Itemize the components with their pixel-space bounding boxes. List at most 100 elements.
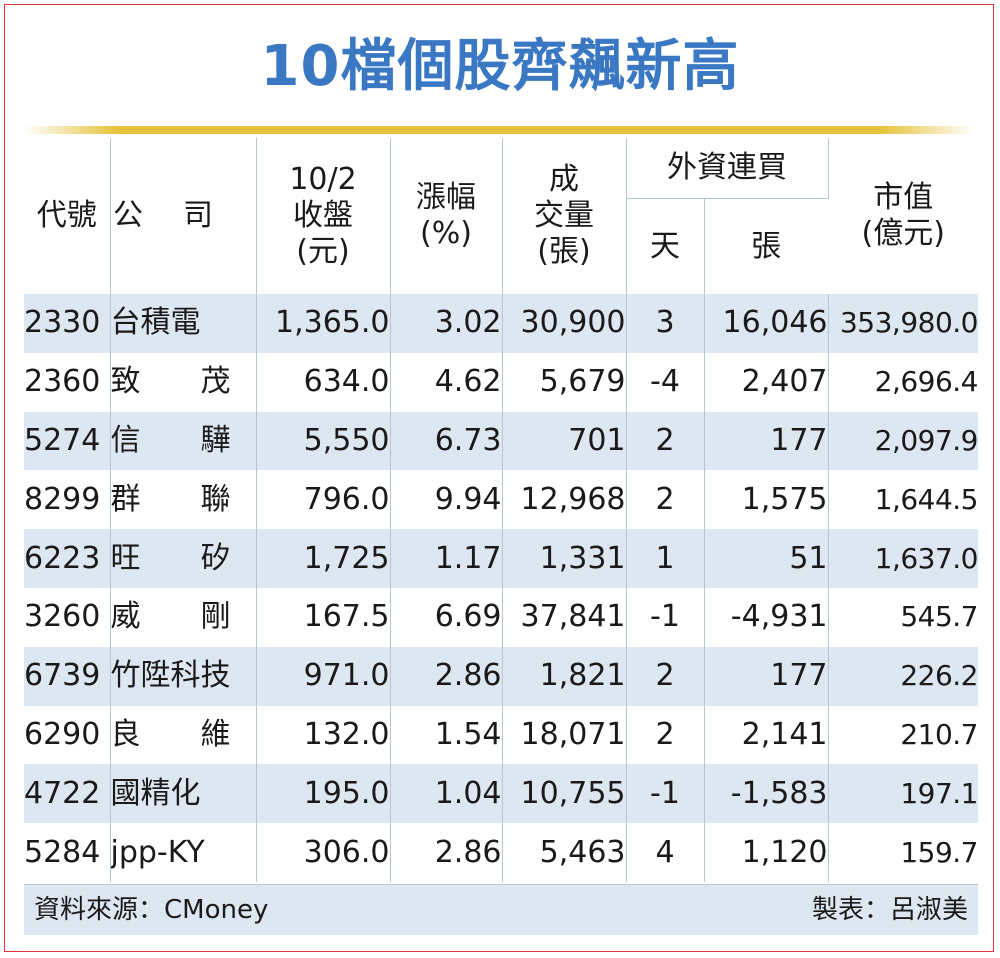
cell-foreign-days: 2 <box>626 470 705 530</box>
table-row: 6739 竹陞科技 971.0 2.86 1,821 2 177 226.2 <box>24 646 978 706</box>
cell-foreign-lots: 51 <box>704 529 829 588</box>
cell-foreign-days: -1 <box>626 587 705 647</box>
cell-company: 國精化 <box>110 764 257 824</box>
cell-company: 台積電 <box>110 294 257 353</box>
cell-foreign-days: 1 <box>626 529 705 588</box>
cell-change: 6.69 <box>390 587 503 647</box>
cell-code: 6290 <box>24 705 111 765</box>
cell-code: 8299 <box>24 470 111 530</box>
header-foreign-lots: 張 <box>704 198 828 294</box>
header-mcap-unit: (億元) <box>861 216 945 251</box>
cell-close: 1,365.0 <box>256 294 391 353</box>
cell-company: jpp-KY <box>110 823 257 882</box>
cell-company: 旺 矽 <box>110 529 257 588</box>
table-body: 2330 台積電 1,365.0 3.02 30,900 3 16,046 35… <box>24 294 978 882</box>
cell-volume: 5,463 <box>502 823 627 882</box>
cell-mcap: 159.7 <box>828 823 978 882</box>
cell-mcap: 1,637.0 <box>828 529 978 588</box>
cell-foreign-days: -4 <box>626 352 705 412</box>
cell-foreign-lots: 177 <box>704 646 829 706</box>
header-company: 公司 <box>110 138 257 294</box>
cell-volume: 1,821 <box>502 646 627 706</box>
cell-close: 971.0 <box>256 646 391 706</box>
chart-title: 10檔個股齊飆新高 <box>260 34 740 99</box>
cell-code: 2360 <box>24 352 111 412</box>
cell-company: 信 驊 <box>110 411 257 471</box>
cell-close: 195.0 <box>256 764 391 824</box>
header-close: 10/2 收盤 (元) <box>256 138 391 294</box>
cell-close: 796.0 <box>256 470 391 530</box>
cell-mcap: 353,980.0 <box>828 294 978 353</box>
cell-foreign-days: 4 <box>626 823 705 882</box>
cell-company: 竹陞科技 <box>110 646 257 706</box>
cell-company: 威 剛 <box>110 587 257 647</box>
cell-foreign-lots: 2,141 <box>704 705 829 765</box>
cell-company: 良 維 <box>110 705 257 765</box>
header-close-unit: (元) <box>296 234 350 269</box>
cell-close: 306.0 <box>256 823 391 882</box>
cell-mcap: 197.1 <box>828 764 978 824</box>
header-code: 代號 <box>24 138 111 294</box>
cell-foreign-lots: 16,046 <box>704 294 829 353</box>
cell-foreign-days: 2 <box>626 705 705 765</box>
cell-code: 6223 <box>24 529 111 588</box>
cell-mcap: 210.7 <box>828 705 978 765</box>
table-row: 2330 台積電 1,365.0 3.02 30,900 3 16,046 35… <box>24 294 978 353</box>
header-volume: 成 交量 (張) <box>502 138 627 294</box>
cell-foreign-lots: 177 <box>704 411 829 471</box>
cell-volume: 12,968 <box>502 470 627 530</box>
header-foreign-group: 外資連買 <box>626 138 829 199</box>
cell-volume: 10,755 <box>502 764 627 824</box>
title-rule <box>24 126 974 134</box>
header-volume-unit: (張) <box>537 234 591 269</box>
table-maker: 製表：呂淑美 <box>811 895 968 925</box>
cell-mcap: 2,696.4 <box>828 352 978 412</box>
header-change: 漲幅 (%) <box>390 138 503 294</box>
cell-close: 1,725 <box>256 529 391 588</box>
cell-volume: 701 <box>502 411 627 471</box>
stock-table: 代號 公司 10/2 收盤 (元) 漲幅 (%) 成 交量 (張) 外資連買 市… <box>24 138 978 882</box>
cell-company: 致 茂 <box>110 352 257 412</box>
data-source: 資料來源：CMoney <box>34 895 269 925</box>
cell-foreign-days: 3 <box>626 294 705 353</box>
cell-code: 5274 <box>24 411 111 471</box>
cell-foreign-lots: 1,575 <box>704 470 829 530</box>
table-row: 4722 國精化 195.0 1.04 10,755 -1 -1,583 197… <box>24 764 978 824</box>
cell-code: 3260 <box>24 587 111 647</box>
cell-mcap: 2,097.9 <box>828 411 978 471</box>
cell-code: 2330 <box>24 294 111 353</box>
header-volume-label-1: 成 <box>549 162 579 197</box>
cell-change: 4.62 <box>390 352 503 412</box>
cell-code: 5284 <box>24 823 111 882</box>
cell-close: 5,550 <box>256 411 391 471</box>
header-change-unit: (%) <box>420 216 472 251</box>
cell-close: 132.0 <box>256 705 391 765</box>
table-row: 3260 威 剛 167.5 6.69 37,841 -1 -4,931 545… <box>24 587 978 647</box>
cell-close: 634.0 <box>256 352 391 412</box>
cell-volume: 37,841 <box>502 587 627 647</box>
cell-volume: 1,331 <box>502 529 627 588</box>
header-close-label: 收盤 <box>293 198 353 233</box>
cell-mcap: 545.7 <box>828 587 978 647</box>
cell-foreign-lots: -4,931 <box>704 587 829 647</box>
cell-foreign-lots: 1,120 <box>704 823 829 882</box>
cell-mcap: 1,644.5 <box>828 470 978 530</box>
cell-change: 9.94 <box>390 470 503 530</box>
header-foreign-days: 天 <box>626 198 705 294</box>
table-row: 8299 群 聯 796.0 9.94 12,968 2 1,575 1,644… <box>24 470 978 530</box>
cell-close: 167.5 <box>256 587 391 647</box>
header-mcap-label: 市值 <box>873 180 934 215</box>
table-row: 5274 信 驊 5,550 6.73 701 2 177 2,097.9 <box>24 411 978 471</box>
table-row: 6223 旺 矽 1,725 1.17 1,331 1 51 1,637.0 <box>24 529 978 588</box>
cell-change: 6.73 <box>390 411 503 471</box>
header-close-date: 10/2 <box>289 162 357 197</box>
cell-foreign-days: -1 <box>626 764 705 824</box>
cell-change: 1.54 <box>390 705 503 765</box>
cell-change: 2.86 <box>390 823 503 882</box>
header-volume-label-2: 交量 <box>534 198 594 233</box>
cell-company: 群 聯 <box>110 470 257 530</box>
cell-volume: 18,071 <box>502 705 627 765</box>
cell-change: 1.04 <box>390 764 503 824</box>
table-row: 6290 良 維 132.0 1.54 18,071 2 2,141 210.7 <box>24 705 978 765</box>
cell-foreign-days: 2 <box>626 646 705 706</box>
